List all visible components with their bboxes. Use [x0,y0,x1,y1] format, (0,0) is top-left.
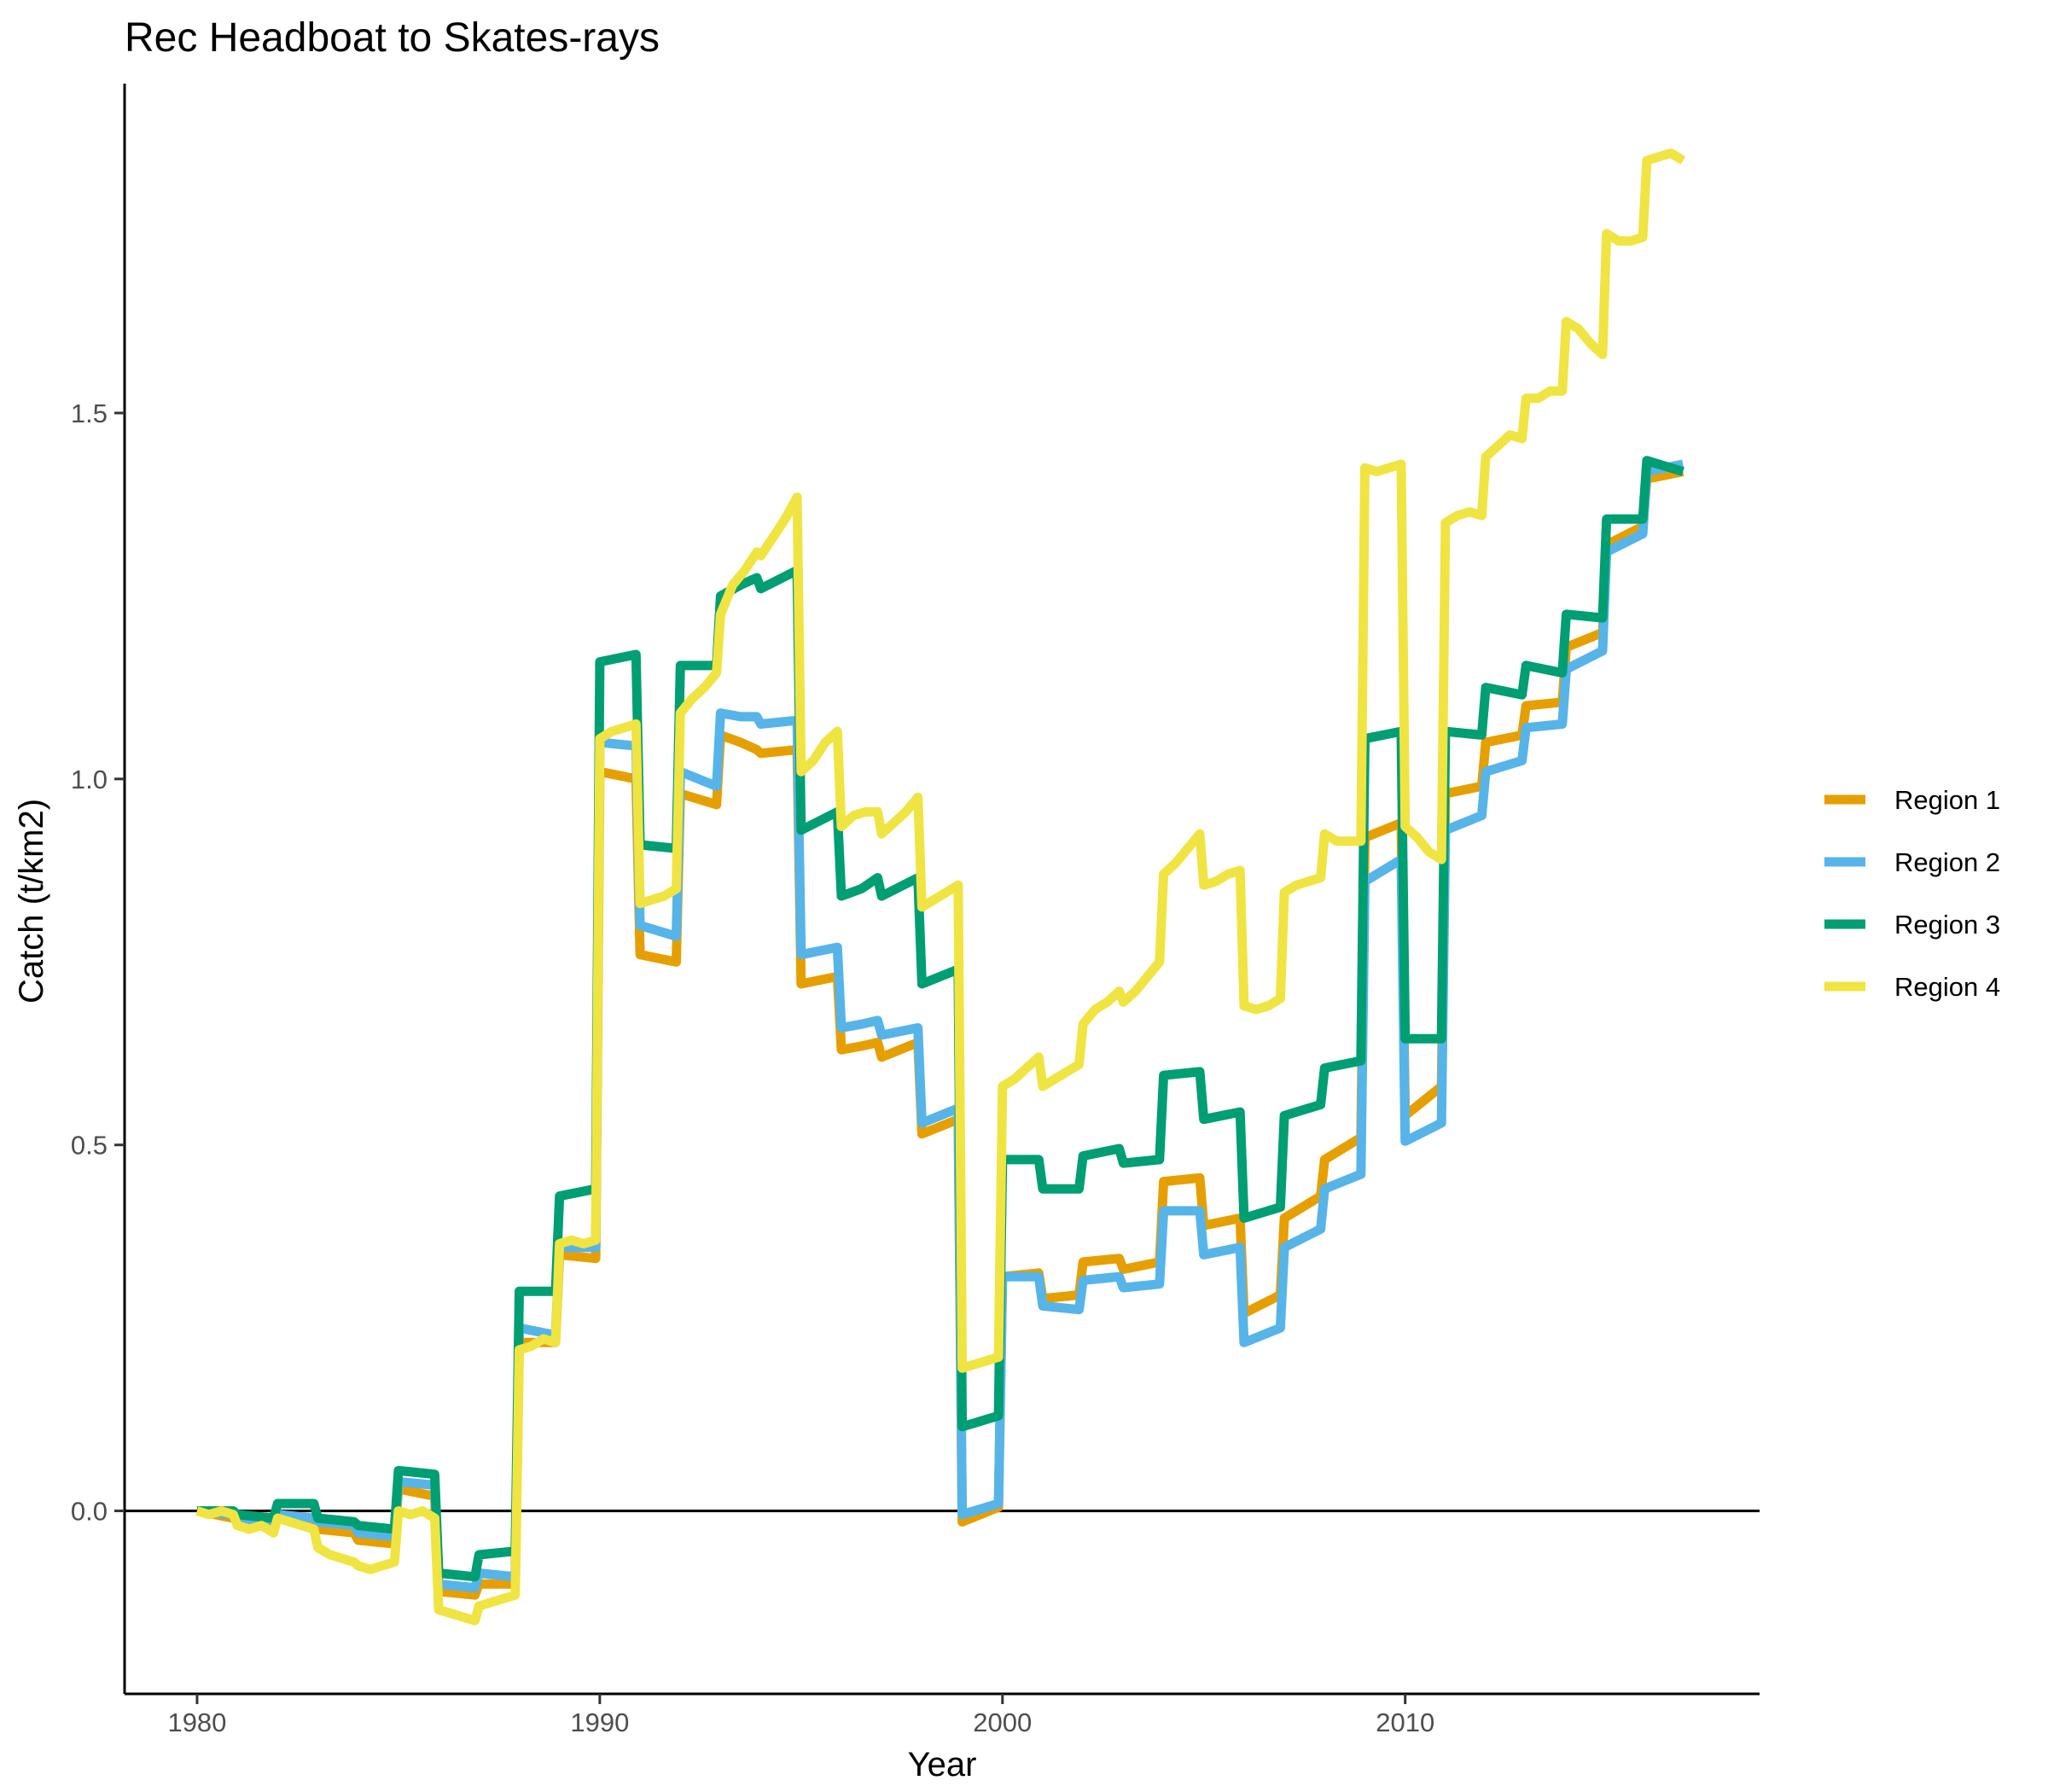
x-axis-title: Year [908,1746,977,1783]
y-axis-title: Catch (t/km2) [13,799,50,1004]
legend-item-region-4: Region 4 [1824,972,2000,1002]
plot-area: 1980 1990 2000 2010 0.0 0.5 1.0 1.5 [71,84,1760,1737]
legend-label: Region 2 [1894,847,2000,877]
x-tick-label: 1990 [570,1708,629,1737]
y-axis-ticks: 0.0 0.5 1.0 1.5 [71,399,125,1527]
y-tick-label: 0.0 [71,1497,108,1527]
legend-label: Region 1 [1894,785,2000,815]
y-tick-label: 1.0 [71,765,108,794]
legend-item-region-3: Region 3 [1824,910,2000,940]
y-tick-label: 0.5 [71,1131,108,1161]
legend-item-region-2: Region 2 [1824,847,2000,877]
series-line-region-1 [195,467,1684,1600]
x-axis-ticks: 1980 1990 2000 2010 [167,1694,1434,1737]
y-tick-label: 1.5 [71,399,108,428]
x-tick-label: 2010 [1376,1708,1434,1737]
legend-item-region-1: Region 1 [1824,785,2000,815]
series-line-region-2 [196,459,1684,1593]
chart-title: Rec Headboat to Skates-rays [125,15,660,61]
legend-label: Region 3 [1894,910,2000,940]
legend: Region 1 Region 2 Region 3 Region 4 [1824,785,2000,1002]
legend-label: Region 4 [1894,972,2000,1002]
series-line-region-3 [196,456,1684,1582]
x-tick-label: 1980 [167,1708,226,1737]
x-tick-label: 2000 [973,1708,1032,1737]
series-lines [195,148,1686,1626]
series-line-region-4 [195,148,1686,1626]
